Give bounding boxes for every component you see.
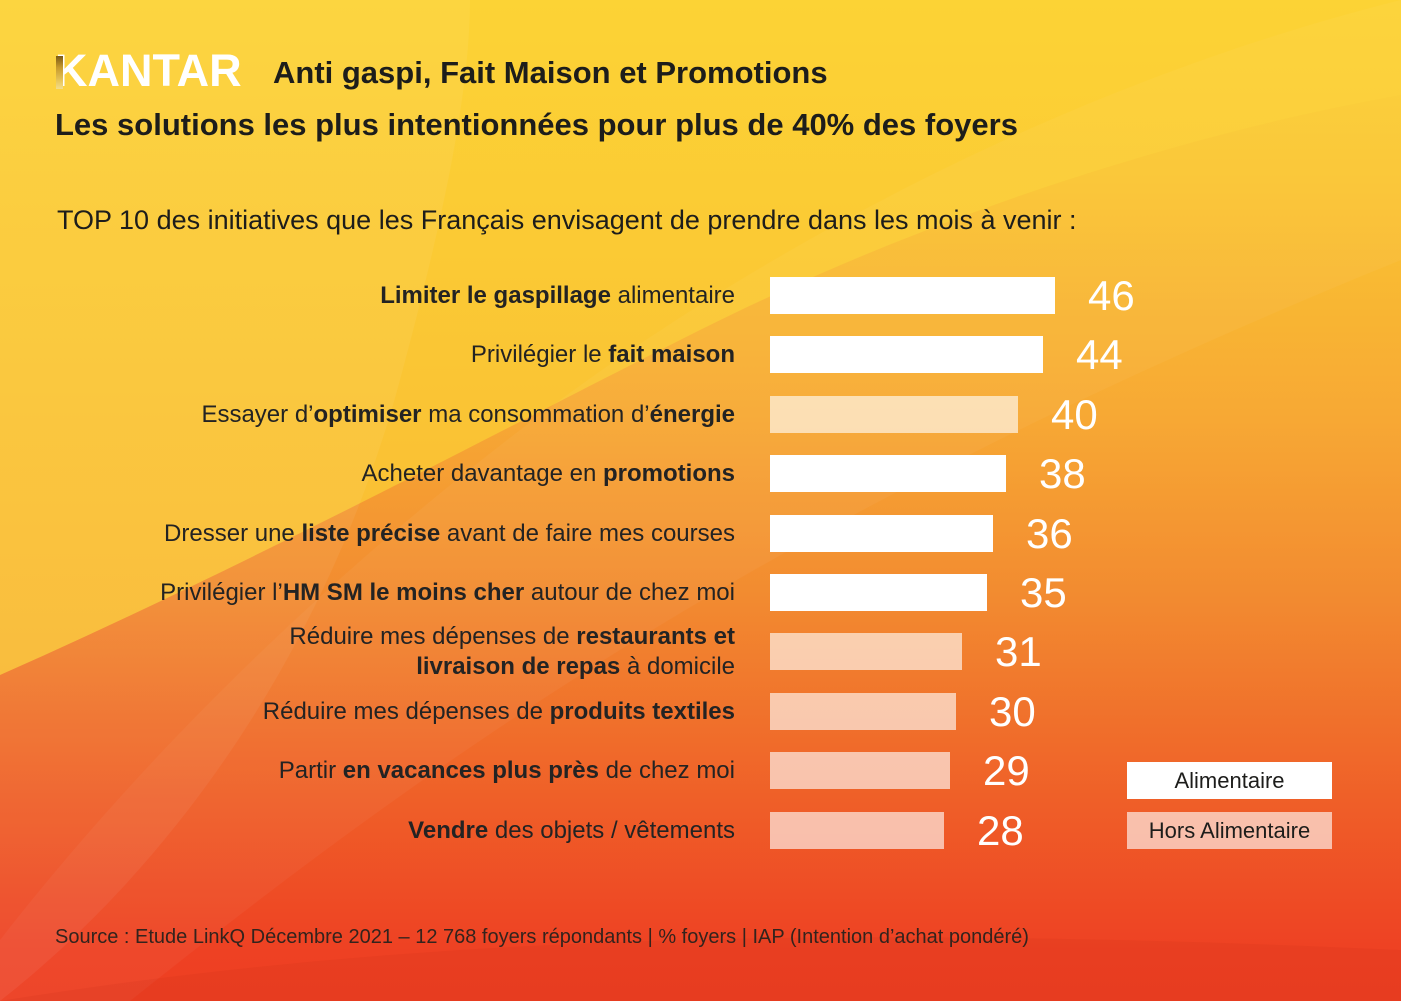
chart-legend: Alimentaire Hors Alimentaire bbox=[1127, 762, 1332, 862]
bar-alimentaire bbox=[770, 455, 1006, 492]
bar-alimentaire bbox=[770, 515, 993, 552]
bar-hors-alimentaire bbox=[770, 693, 956, 730]
bar-value: 44 bbox=[1076, 330, 1123, 378]
bar-label: Privilégier le fait maison bbox=[470, 340, 735, 368]
legend-item-alimentaire: Alimentaire bbox=[1127, 762, 1332, 799]
kantar-logo-gold-stem bbox=[56, 56, 63, 89]
bar-hors-alimentaire bbox=[770, 812, 944, 849]
bar-value: 28 bbox=[977, 806, 1024, 854]
kantar-logo-text: KANTAR bbox=[55, 45, 242, 96]
chart-intro-text: TOP 10 des initiatives que les Français … bbox=[57, 205, 1077, 235]
bar-label: Acheter davantage en promotions bbox=[361, 459, 735, 487]
chart-row: Partir en vacances plus près de chez moi… bbox=[0, 746, 1030, 794]
bar-label: Réduire mes dépenses de produits textile… bbox=[262, 697, 735, 725]
bar-value: 36 bbox=[1026, 509, 1073, 557]
bar-value: 46 bbox=[1088, 271, 1135, 319]
chart-row: Privilégier l’HM SM le moins cher autour… bbox=[0, 568, 1067, 616]
chart-row: Réduire mes dépenses de restaurants et li… bbox=[0, 623, 1042, 680]
bar-label: Limiter le gaspillage alimentaire bbox=[380, 281, 735, 309]
bar-value: 29 bbox=[983, 746, 1030, 794]
chart-row: Limiter le gaspillage alimentaire 46 bbox=[0, 271, 1135, 319]
bar-hors-alimentaire bbox=[770, 633, 962, 670]
legend-label-hors-alimentaire: Hors Alimentaire bbox=[1148, 817, 1311, 843]
legend-label-alimentaire: Alimentaire bbox=[1174, 767, 1285, 793]
bar-label: Essayer d’optimiser ma consommation d’én… bbox=[201, 400, 735, 428]
bar-label: Vendre des objets / vêtements bbox=[408, 816, 735, 844]
source-note: Source : Etude LinkQ Décembre 2021 – 12 … bbox=[55, 926, 1029, 948]
bar-hors-alimentaire bbox=[770, 752, 950, 789]
chart-row: Vendre des objets / vêtements 28 bbox=[0, 806, 1024, 854]
legend-item-hors-alimentaire: Hors Alimentaire bbox=[1127, 812, 1332, 849]
bar-label: Privilégier l’HM SM le moins cher autour… bbox=[160, 578, 735, 606]
page-subtitle: Les solutions les plus intentionnées pou… bbox=[55, 107, 1018, 142]
bar-value: 38 bbox=[1039, 449, 1086, 497]
page-title: Anti gaspi, Fait Maison et Promotions bbox=[273, 55, 828, 90]
kantar-logo: KANTAR bbox=[55, 48, 255, 96]
chart-row: Dresser une liste précise avant de faire… bbox=[0, 509, 1073, 557]
chart-row: Acheter davantage en promotions 38 bbox=[0, 449, 1086, 497]
bar-label: Dresser une liste précise avant de faire… bbox=[164, 519, 735, 547]
bar-label: Partir en vacances plus près de chez moi bbox=[278, 756, 735, 784]
bar-alimentaire bbox=[770, 574, 987, 611]
bar-label: Réduire mes dépenses de restaurants et li… bbox=[289, 622, 735, 680]
chart-row: Réduire mes dépenses de produits textile… bbox=[0, 687, 1036, 735]
bar-value: 35 bbox=[1020, 568, 1067, 616]
bar-hors-alimentaire bbox=[770, 396, 1018, 433]
bar-alimentaire bbox=[770, 336, 1043, 373]
bar-value: 31 bbox=[995, 627, 1042, 675]
bar-value: 30 bbox=[989, 687, 1036, 735]
bar-value: 40 bbox=[1051, 390, 1098, 438]
chart-row: Essayer d’optimiser ma consommation d’én… bbox=[0, 390, 1098, 438]
bar-alimentaire bbox=[770, 277, 1055, 314]
chart-row: Privilégier le fait maison 44 bbox=[0, 330, 1123, 378]
